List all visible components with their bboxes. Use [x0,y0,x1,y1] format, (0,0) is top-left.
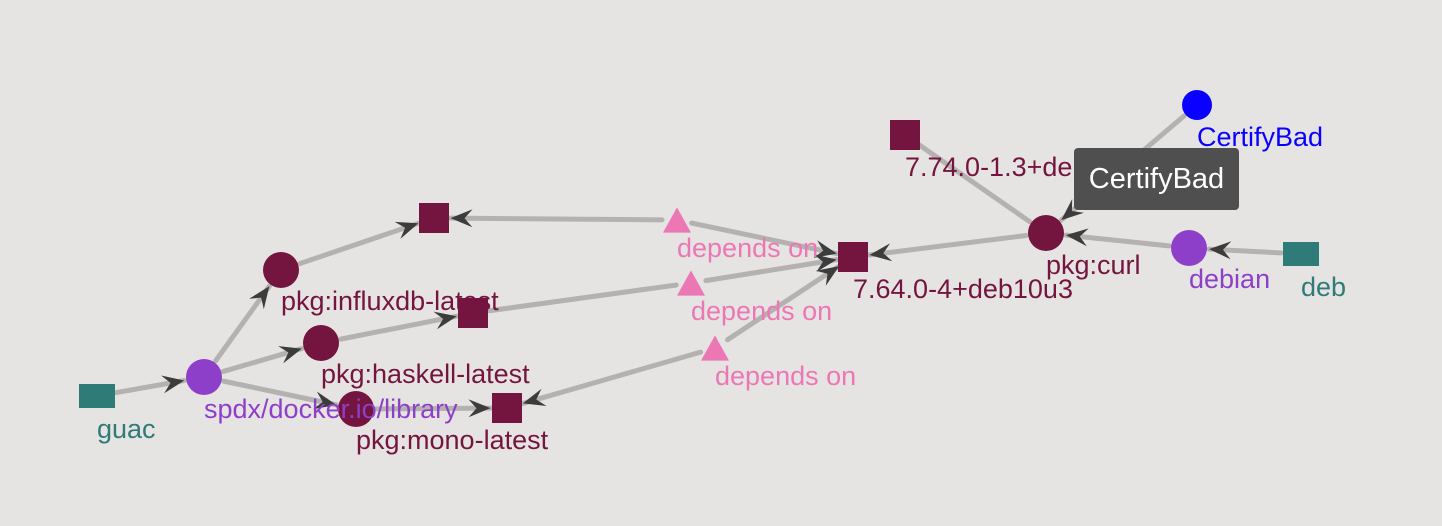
node-v-curl-deb10[interactable] [838,242,868,272]
arrowhead-certifybad-to-curl [1061,199,1084,221]
arrowhead-spdx-to-haskell [278,346,302,364]
arrowhead-guac-to-spdx [161,375,185,394]
arrowhead-haskell-to-v_haskell [433,311,457,330]
node-label-dep1: depends on [677,233,818,263]
edge-curl-to-v_curl_deb11[interactable] [916,141,1033,225]
node-label-dep3: depends on [715,361,856,391]
arrowhead-dep3-to-v_curl_deb10 [815,266,840,286]
nodes-layer [79,90,1319,427]
node-mono[interactable] [338,391,374,427]
arrowhead-curl-to-v_curl_deb10 [869,243,893,262]
edges-layer [113,113,1284,418]
node-tooltip: CertifyBad [1074,148,1239,210]
node-label-dep2: depends on [691,296,832,326]
edge-dep1-to-v_influx[interactable] [447,215,665,223]
node-label-spdx: spdx/docker.io/library [204,394,458,424]
arrowhead-dep2-to-v_curl_deb10 [813,254,837,272]
node-label-guac: guac [97,414,156,444]
node-curl[interactable] [1028,215,1064,251]
edge-debian-to-curl[interactable] [1063,232,1172,249]
node-label-deb: deb [1301,272,1346,302]
arrowhead-spdx-to-influx [249,286,270,310]
arrowhead-influx-to-v_influx [394,221,419,239]
node-label-v-curl-deb10: 7.64.0-4+deb10u3 [853,274,1073,304]
node-label-influx: pkg:influxdb-latest [281,286,499,316]
node-dep3[interactable] [701,335,729,361]
edge-dep3-to-v_mono[interactable] [520,349,704,406]
edge-dep1-to-v_curl_deb10[interactable] [689,220,840,257]
node-spdx[interactable] [186,359,222,395]
arrowhead-dep3-to-v_mono [522,388,547,406]
node-label-mono: pkg:mono-latest [356,425,549,455]
node-guac[interactable] [79,384,115,408]
edge-influx-to-v_influx[interactable] [297,220,421,267]
edge-spdx-to-influx[interactable] [213,283,272,364]
node-dep2[interactable] [677,270,705,296]
node-label-haskell: pkg:haskell-latest [321,359,530,389]
node-v-mono[interactable] [492,393,522,423]
node-label-certifybad: CertifyBad [1197,122,1323,152]
edge-curl-to-v_curl_deb10[interactable] [866,232,1029,258]
edge-dep2-to-v_haskell[interactable] [486,282,679,314]
labels-layer: guac spdx/docker.io/library pkg:influxdb-l… [97,122,1346,455]
node-debian[interactable] [1171,230,1207,266]
edge-mono-to-v_mono[interactable] [373,405,494,412]
node-dep1[interactable] [663,207,691,233]
arrowhead-debian-to-curl [1065,228,1089,247]
node-v-influx[interactable] [419,203,449,233]
edge-dep2-to-v_curl_deb10[interactable] [703,257,840,284]
arrowhead-spdx-to-mono [313,391,337,410]
arrowhead-dep1-to-v_influx [450,209,473,228]
node-haskell[interactable] [303,325,339,361]
node-certifybad[interactable] [1182,90,1212,120]
arrowhead-dep1-to-v_curl_deb10 [813,240,837,258]
edge-spdx-to-mono[interactable] [221,378,339,408]
node-label-debian: debian [1189,264,1270,294]
edge-haskell-to-v_haskell[interactable] [338,313,460,342]
node-v-curl-deb11[interactable] [890,120,920,150]
node-label-curl: pkg:curl [1046,250,1141,280]
edge-dep3-to-v_curl_deb10[interactable] [725,263,842,343]
node-deb[interactable] [1283,242,1319,266]
arrowhead-mono-to-v_mono [468,399,491,418]
node-v-haskell[interactable] [458,298,488,328]
node-influx[interactable] [263,252,299,288]
arrowhead-deb-to-debian [1209,241,1232,260]
